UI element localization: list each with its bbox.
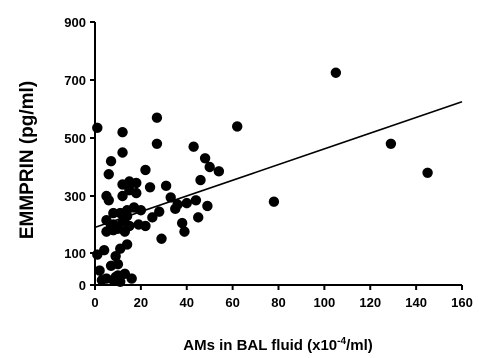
data-point (147, 212, 158, 223)
data-point (385, 138, 397, 149)
data-point (188, 141, 199, 152)
x-tick-label: 120 (359, 295, 381, 310)
y-tick-label: 900 (64, 15, 86, 30)
data-point (154, 206, 165, 217)
data-point (140, 220, 151, 232)
y-axis-title: EMMPRIN (pg/ml) (17, 81, 38, 239)
data-point (117, 147, 128, 158)
y-tick-label: 300 (64, 189, 86, 204)
data-point (112, 259, 124, 270)
data-point (126, 273, 137, 284)
data-point (195, 174, 206, 186)
x-tick-label: 160 (451, 295, 473, 310)
axes (94, 22, 462, 286)
data-point (202, 200, 213, 212)
y-tick-label: 100 (64, 246, 86, 261)
x-axis-title: AMs in BAL fluid (x10-4/ml) (183, 336, 372, 354)
x-tick-label: 20 (134, 295, 148, 310)
data-point (98, 244, 110, 256)
data-point (181, 197, 192, 209)
data-point (199, 153, 211, 164)
data-points (92, 67, 433, 287)
trend-line (94, 100, 463, 229)
data-point (151, 138, 163, 149)
data-point (124, 220, 135, 232)
data-point (179, 226, 190, 237)
x-tick-label: 40 (180, 295, 194, 310)
data-point (115, 276, 126, 287)
ticks: 0 100 300 500 700 900 0 20 40 60 80 100 120 140 160 (64, 15, 473, 310)
data-point (117, 190, 128, 202)
data-point (268, 196, 280, 207)
data-point (140, 164, 151, 176)
data-point (131, 187, 142, 199)
data-point (193, 212, 204, 223)
y-tick-label: 500 (64, 131, 86, 146)
data-point (176, 217, 188, 229)
data-point (160, 180, 172, 192)
data-point (94, 265, 105, 276)
x-tick-label: 140 (405, 295, 427, 310)
data-point (121, 239, 133, 250)
y-tick-label: 0 (79, 278, 86, 293)
data-point (110, 251, 121, 262)
x-axis-title-suffix: /ml) (346, 337, 373, 354)
x-axis-title-sup: -4 (337, 336, 346, 347)
x-axis-title-main: AMs in BAL fluid (x10 (183, 337, 337, 354)
data-point (151, 112, 163, 123)
data-point (213, 166, 225, 177)
data-point (103, 195, 114, 206)
data-point (92, 122, 103, 134)
data-point (105, 156, 117, 167)
data-point (204, 161, 215, 173)
data-point (156, 233, 167, 244)
data-point (232, 121, 243, 132)
data-point (131, 177, 142, 189)
x-tick-label: 0 (91, 295, 98, 310)
x-tick-label: 80 (271, 295, 285, 310)
x-tick-label: 100 (314, 295, 336, 310)
data-point (103, 169, 114, 180)
data-point (422, 167, 433, 178)
data-point (144, 182, 156, 193)
x-tick-label: 60 (225, 295, 239, 310)
data-point (190, 195, 202, 206)
data-point (330, 67, 342, 78)
data-point (117, 127, 128, 138)
data-point (172, 199, 183, 210)
y-tick-label: 700 (64, 73, 86, 88)
